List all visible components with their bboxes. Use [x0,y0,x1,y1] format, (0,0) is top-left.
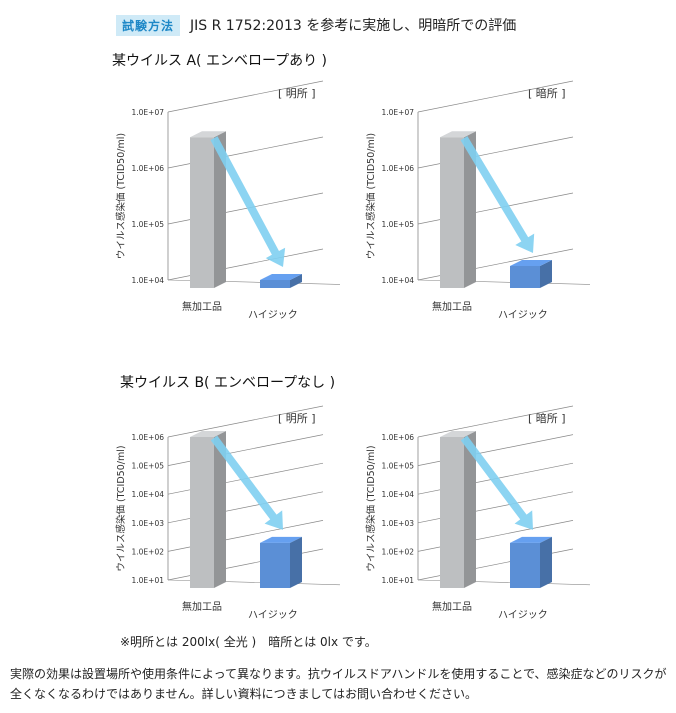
y-tick-label: 1.0E+05 [132,220,165,229]
category-label: 無加工品 [432,300,472,313]
y-axis-label: ウイルス感染価 (TCID50/ml) [115,133,127,259]
category-label: ハイジック [248,309,298,321]
bar-untreated-top [440,131,476,138]
light-dark-note: ※明所とは 200lx( 全光 ) 暗所とは 0lx です。 [120,635,377,649]
bar-hygic-front [510,266,540,288]
bar-untreated-front [440,437,464,588]
section-title-virus-b: 某ウイルス B( エンベロープなし ) [120,375,336,391]
y-tick-label: 1.0E+06 [132,433,165,442]
y-axis-label: ウイルス感染価 (TCID50/ml) [365,133,377,259]
bar-untreated [440,431,476,588]
y-axis-label: ウイルス感染価 (TCID50/ml) [365,445,377,571]
test-method-badge: 試験方法 [116,14,181,36]
bar-hygic-top [510,536,552,543]
bar-hygic-side [290,274,302,288]
bar-hygic [260,274,302,288]
chart-virus-b-dark: [ 暗所 ] 1.0E+01 1.0E+02 1.0E+03 1.0E+04 1.0E+0… [365,405,590,621]
gridline [167,405,324,438]
y-tick-label: 1.0E+07 [132,108,165,117]
gridline [167,80,324,113]
disclaimer-text: 実際の効果は設置場所や使用条件によって異なります。抗ウイルスドアハンドルを使用す… [10,667,667,701]
bar-untreated-front [440,137,464,288]
bar-hygic-top [260,274,302,280]
bar-untreated-top [190,431,226,437]
y-tick-label: 1.0E+06 [382,164,415,173]
category-label: ハイジック [248,609,298,621]
category-label: 無加工品 [182,600,222,613]
y-tick-label: 1.0E+03 [132,519,165,528]
gridline [417,80,574,113]
bar-hygic [510,536,552,588]
condition-label: [ 明所 ] [278,412,316,425]
bar-hygic-side [540,536,552,588]
category-label: ハイジック [498,309,548,321]
category-label: 無加工品 [182,300,222,313]
y-tick-label: 1.0E+01 [382,576,415,585]
y-tick-label: 1.0E+05 [132,462,165,471]
bar-untreated-side [464,431,476,588]
section-title-virus-a: 某ウイルス A( エンベロープあり ) [112,53,328,69]
bar-untreated [440,131,476,288]
bar-untreated-front [190,437,214,588]
bar-hygic-top [510,260,552,266]
condition-label: [ 暗所 ] [528,411,566,425]
reduction-arrow [210,435,283,530]
bar-hygic [260,536,302,588]
condition-label: [ 暗所 ] [528,86,566,100]
reduction-arrow [460,435,533,530]
bar-hygic-front [260,280,290,288]
y-tick-label: 1.0E+03 [382,519,415,528]
chart-virus-b-light: [ 明所 ] 1.0E+01 1.0E+02 1.0E+03 1.0E+04 1.0E+0… [115,405,340,621]
bar-untreated-top [190,131,226,138]
bar-untreated-side [464,131,476,288]
y-tick-label: 1.0E+02 [132,547,165,556]
chart-virus-a-light: [ 明所 ] 1.0E+04 1.0E+05 1.0E+06 1.0E+07 ウイルス感染… [115,80,340,321]
y-tick-label: 1.0E+06 [132,164,165,173]
y-tick-label: 1.0E+04 [132,490,165,499]
bar-hygic-front [510,542,540,588]
bar-untreated-front [190,137,214,288]
test-method-description: JIS R 1752:2013 を参考に実施し、明暗所での評価 [190,18,517,34]
bar-hygic-side [540,260,552,288]
bar-hygic [510,260,552,288]
y-tick-label: 1.0E+04 [132,276,165,285]
test-method-header: 試験方法 JIS R 1752:2013 を参考に実施し、明暗所での評価 [116,14,516,36]
y-tick-label: 1.0E+01 [132,576,165,585]
category-label: 無加工品 [432,600,472,613]
gridline [417,405,574,438]
reduction-arrow [460,136,535,253]
chart-virus-a-dark: [ 暗所 ] 1.0E+04 1.0E+05 1.0E+06 1.0E+07 ウイルス感染… [365,80,590,321]
category-label: ハイジック [498,609,548,621]
y-tick-label: 1.0E+04 [382,276,415,285]
condition-label: [ 明所 ] [278,87,316,100]
y-axis-label: ウイルス感染価 (TCID50/ml) [115,445,127,571]
y-tick-label: 1.0E+05 [382,220,415,229]
y-tick-label: 1.0E+02 [382,547,415,556]
reduction-arrow [210,136,286,267]
bar-hygic-top [260,536,302,543]
y-tick-label: 1.0E+07 [382,108,415,117]
bar-untreated-side [214,431,226,588]
bar-untreated [190,131,226,288]
y-tick-label: 1.0E+04 [382,490,415,499]
bar-untreated-side [214,131,226,288]
y-tick-label: 1.0E+05 [382,462,415,471]
bar-hygic-side [290,536,302,588]
y-tick-label: 1.0E+06 [382,433,415,442]
bar-untreated [190,431,226,588]
bar-untreated-top [440,431,476,437]
bar-hygic-front [260,542,290,588]
